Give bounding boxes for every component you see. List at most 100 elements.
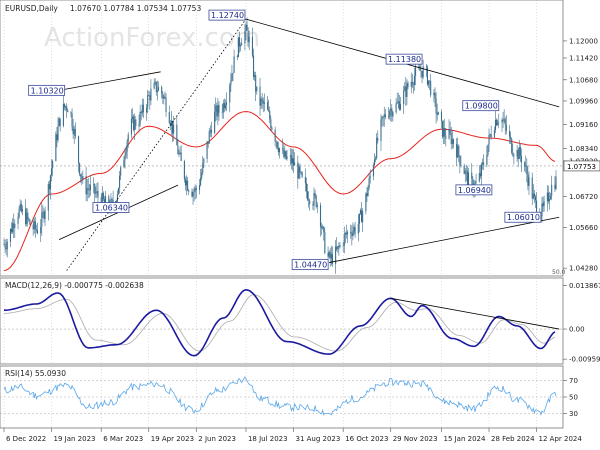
price-axis-label: 1.06720: [569, 193, 598, 201]
candle-body: [207, 141, 209, 144]
candle-body: [104, 196, 107, 203]
candle-body: [501, 119, 503, 123]
swing-label-text: 1.06940: [458, 186, 491, 195]
rsi-axis-label: 70: [569, 377, 578, 385]
symbol-title: EURUSD,Daily: [5, 4, 58, 13]
candle-body: [541, 203, 543, 217]
candle-body: [85, 176, 87, 195]
candle-body: [180, 152, 182, 162]
candle-body: [448, 129, 450, 139]
candle-body: [203, 158, 205, 164]
candle-body: [215, 105, 217, 112]
candle-body: [337, 246, 339, 250]
swing-label-box: [455, 184, 493, 196]
candle-body: [97, 191, 99, 198]
candle-body: [505, 124, 507, 131]
candle-body: [73, 128, 75, 135]
candle-body: [369, 176, 371, 179]
candle-body: [488, 134, 490, 145]
candle-body: [526, 165, 528, 175]
candle-body: [233, 56, 235, 73]
candle-body: [49, 175, 52, 190]
candle-body: [510, 136, 512, 139]
candle-body: [443, 128, 445, 137]
candle-body: [458, 145, 460, 157]
candle-body: [268, 109, 270, 112]
candle-body: [322, 226, 324, 229]
candle-body: [532, 193, 534, 199]
candle-body: [248, 36, 250, 43]
candle-body: [304, 176, 306, 184]
candle-body: [202, 163, 204, 173]
candle-body: [368, 178, 370, 188]
candle-body: [430, 80, 432, 96]
candle-body: [300, 172, 302, 173]
candle-body: [139, 111, 141, 125]
candle-body: [221, 112, 223, 113]
price-axis-label: 1.11420: [569, 54, 598, 62]
price-axis-label: 1.09160: [569, 121, 598, 129]
candle-body: [63, 103, 66, 108]
candle-body: [412, 84, 414, 86]
candle-body: [389, 111, 391, 117]
candle-body: [210, 129, 212, 134]
candle-body: [263, 102, 265, 104]
candle-body: [330, 253, 332, 259]
candle-body: [513, 155, 515, 157]
swing-label: 1.10320: [28, 84, 66, 96]
candle-body: [33, 221, 35, 230]
candle-body: [503, 119, 505, 121]
candle-body: [41, 212, 43, 227]
candle-body: [157, 86, 160, 91]
candle-body: [502, 119, 504, 121]
swing-label-box: [208, 9, 246, 21]
time-axis-label: 6 Dec 2022: [6, 435, 46, 443]
time-axis-label: 19 Jan 2023: [54, 435, 96, 443]
moving-average-line: [3, 111, 556, 271]
candle-body: [101, 193, 103, 208]
candle-body: [232, 72, 234, 74]
candle-body: [508, 130, 511, 137]
candle-body: [218, 104, 220, 113]
candle-body: [435, 98, 437, 114]
candle-body: [21, 208, 23, 212]
candle-body: [147, 95, 149, 108]
time-axis-label: 6 Mar 2023: [103, 435, 143, 443]
macd-grid: [0, 278, 563, 364]
time-axis-label: 15 Jan 2024: [443, 435, 486, 443]
candle-body: [449, 129, 451, 133]
candle-body: [339, 245, 341, 247]
candle-body: [276, 141, 278, 148]
candle-body: [50, 168, 53, 176]
swing-label: 1.12740: [208, 9, 246, 21]
candle-body: [405, 86, 407, 97]
candle-body: [444, 128, 446, 137]
rsi-grid: [0, 366, 563, 428]
candle-body: [478, 173, 480, 182]
candle-body: [327, 253, 329, 257]
candle-body: [225, 102, 228, 105]
candle-body: [14, 223, 16, 229]
candle-body: [542, 203, 544, 207]
candle-body: [229, 85, 231, 103]
candle-body: [418, 66, 420, 68]
candle-body: [244, 31, 246, 44]
candle-body: [512, 152, 514, 156]
candle-body: [6, 241, 8, 250]
candle-body: [407, 83, 409, 88]
candle-body: [338, 246, 340, 247]
price-panel-frame: [0, 0, 564, 277]
candle-body: [261, 98, 263, 101]
candle-body: [260, 98, 262, 106]
candle-body: [291, 158, 293, 164]
candle-body: [194, 187, 196, 192]
candle-body: [66, 106, 68, 111]
candle-body: [216, 105, 218, 117]
candle-body: [294, 162, 296, 166]
candle-body: [192, 192, 194, 197]
watermark: ActionForex.com: [44, 23, 260, 53]
candle-body: [32, 224, 34, 230]
candle-body: [452, 139, 454, 145]
swing-label: 1.06010: [504, 211, 542, 223]
